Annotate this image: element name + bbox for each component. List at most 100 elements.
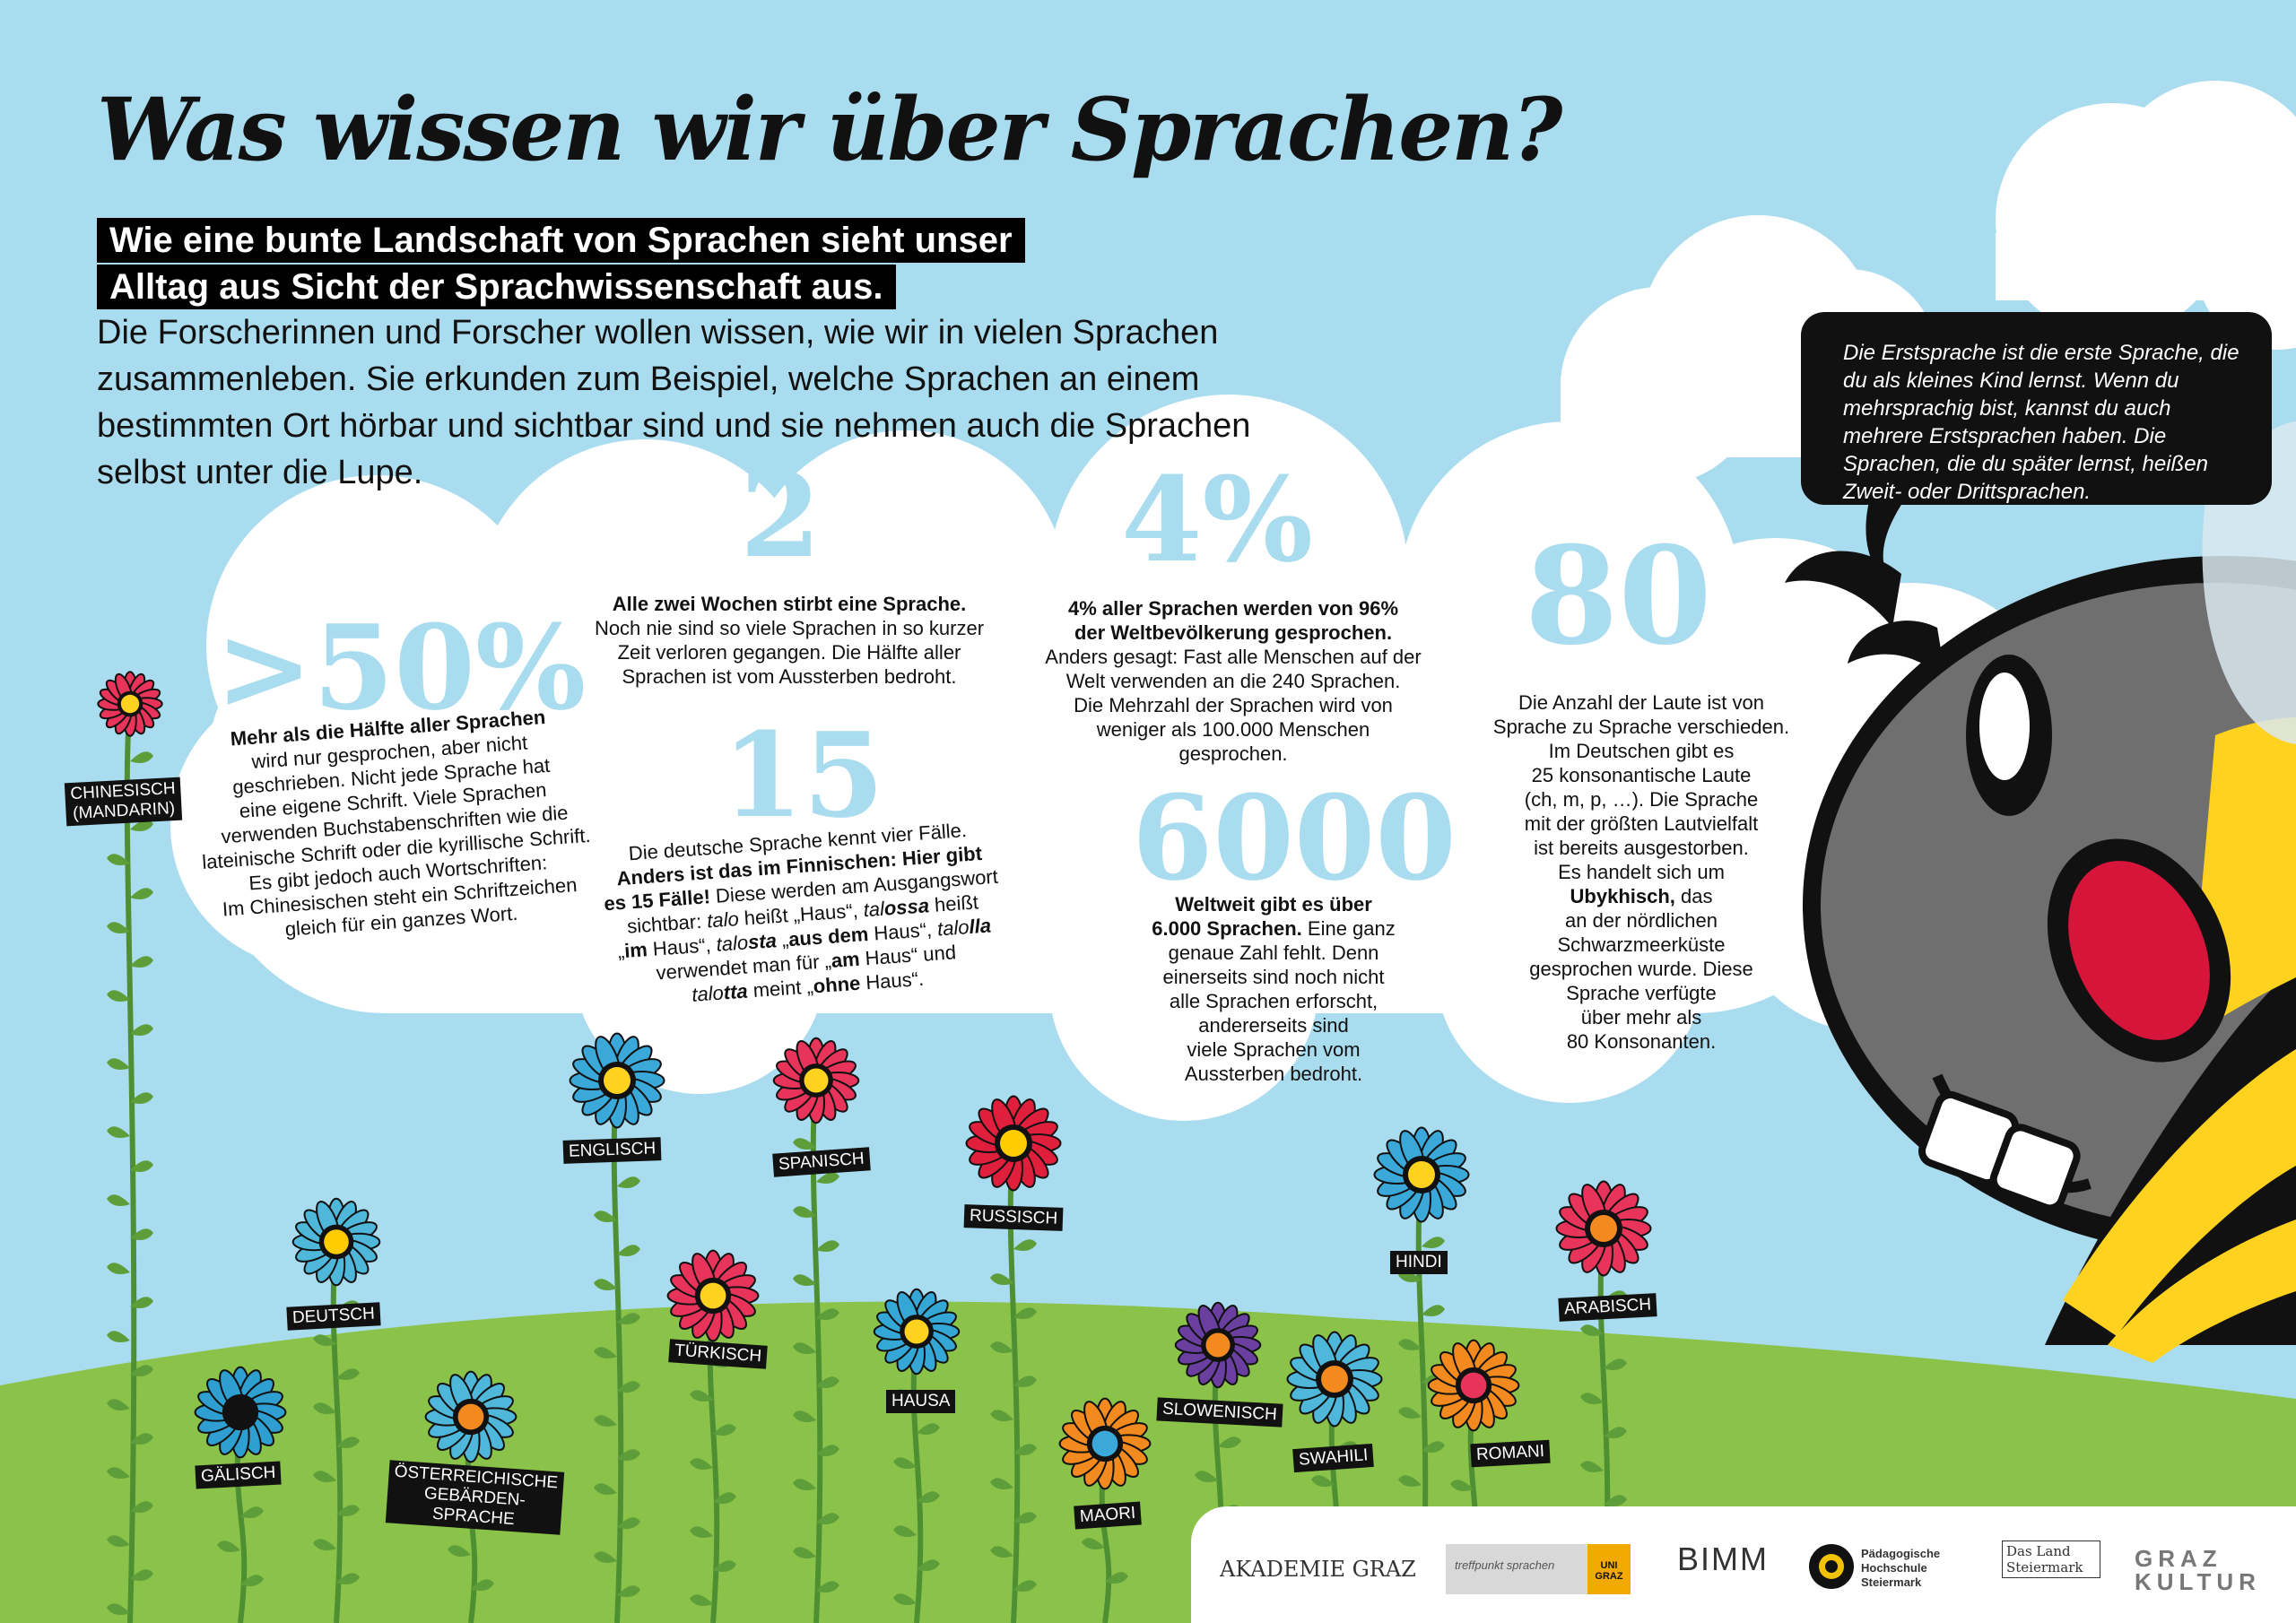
flower-center <box>1091 1430 1118 1457</box>
flower-leaf <box>130 820 153 831</box>
logo-graz-kultur: GRAZ KULTUR <box>2135 1545 2261 1595</box>
flower-label: RUSSISCH <box>963 1204 1064 1231</box>
fact-80: Die Anzahl der Laute ist von Sprache zu S… <box>1492 691 1790 1053</box>
flower-leaf <box>1105 1572 1128 1584</box>
flower-leaf <box>1604 1358 1627 1370</box>
flower-leaf <box>1311 1475 1335 1487</box>
subtitle-line-2: Alltag aus Sicht der Sprachwissenschaft … <box>97 265 896 309</box>
flower-leaf <box>107 1603 130 1615</box>
flower-1 <box>291 1197 381 1623</box>
flower-leaf <box>793 1410 816 1422</box>
flower-leaf <box>1195 1471 1218 1482</box>
flower-leaf <box>107 922 130 933</box>
flower-0 <box>97 671 163 1623</box>
bee-illustration <box>1785 421 2296 1363</box>
flower-leaf <box>1013 1580 1037 1592</box>
flower-5 <box>666 1249 760 1623</box>
flower-13 <box>1427 1339 1520 1623</box>
flower-leaf <box>336 1505 360 1516</box>
flower-center <box>1408 1161 1435 1188</box>
flower-label: GÄLISCH <box>195 1461 283 1489</box>
logo-bimm: BIMM <box>1677 1541 1769 1577</box>
flower-leaf <box>130 1569 153 1581</box>
flower-leaf <box>107 1263 130 1274</box>
flower-label: DEUTSCH <box>286 1302 381 1331</box>
flower-label: HAUSA <box>886 1390 956 1413</box>
logo-uni-graz: UNI GRAZ <box>1595 1560 1623 1582</box>
flower-leaf <box>594 1347 617 1358</box>
flower-leaf <box>1013 1376 1037 1387</box>
logo-land-steiermark: Das Land Steiermark <box>2002 1541 2100 1578</box>
flower-stem <box>910 1331 924 1623</box>
flower-leaf <box>990 1341 1013 1353</box>
flower-stem <box>611 1080 624 1623</box>
logo-ph-icon <box>1809 1544 1854 1589</box>
flower-center <box>227 1399 254 1426</box>
flower-leaf <box>690 1458 713 1470</box>
flower-leaf <box>990 1546 1013 1558</box>
flower-leaf <box>617 1245 640 1256</box>
flower-leaf <box>990 1273 1013 1285</box>
flower-leaf <box>336 1573 360 1584</box>
logo-footer <box>1191 1506 2296 1623</box>
flower-leaf <box>107 990 130 1002</box>
flower-center <box>324 1229 349 1254</box>
flower-leaf <box>130 888 153 899</box>
flower-leaf <box>336 1436 360 1448</box>
flower-leaf <box>1398 1407 1422 1419</box>
flower-leaf <box>130 956 153 968</box>
flower-leaf <box>594 1211 617 1222</box>
flower-center <box>1000 1130 1027 1157</box>
speech-bubble <box>1801 312 2272 505</box>
flower-leaf <box>1580 1324 1604 1336</box>
fact-4-percent: 4% aller Sprachen werden von 96% der Welt… <box>1045 597 1422 765</box>
flower-6 <box>772 1037 860 1623</box>
flower-label: MAORI <box>1074 1501 1143 1530</box>
flower-leaf <box>130 751 153 763</box>
flower-leaf <box>617 1517 640 1529</box>
flower-leaf <box>240 1506 264 1518</box>
number-15: 15 <box>722 707 884 844</box>
flower-leaf <box>917 1559 940 1571</box>
flower-leaf <box>313 1402 336 1414</box>
flower-leaf <box>690 1390 713 1402</box>
flower-leaf <box>816 1376 839 1388</box>
flower-leaf <box>1450 1480 1474 1491</box>
flower-leaf <box>1218 1436 1241 1448</box>
flower-leaf <box>893 1593 917 1605</box>
flower-label: CHINESISCH (MANDARIN) <box>64 777 183 827</box>
flower-leaf <box>1082 1538 1105 1549</box>
flower-leaf <box>713 1492 736 1504</box>
flower-leaf <box>617 1449 640 1461</box>
flower-leaf <box>313 1334 336 1346</box>
flower-center <box>804 1068 829 1093</box>
flower-leaf <box>1422 1237 1445 1248</box>
flower-leaf <box>690 1526 713 1538</box>
flower-leaf <box>617 1313 640 1324</box>
flower-leaf <box>793 1479 816 1490</box>
flower-center <box>904 1319 929 1344</box>
flower-leaf <box>1580 1461 1604 1472</box>
intro-paragraph: Die Forscherinnen und Forscher wollen wi… <box>97 314 1251 491</box>
flower-leaf <box>990 1410 1013 1421</box>
flower-leaf <box>793 1138 816 1150</box>
flower-center <box>604 1067 631 1094</box>
flower-leaf <box>448 1545 471 1557</box>
speech-bubble-text: Die Erstsprache ist die erste Sprache, d… <box>1843 341 2239 504</box>
subtitle-line-1: Wie eine bunte Landschaft von Sprachen s… <box>97 218 1025 263</box>
flower-center <box>120 694 140 714</box>
flower-leaf <box>107 1126 130 1138</box>
flower-leaf <box>313 1539 336 1550</box>
flower-12 <box>1373 1126 1470 1623</box>
flower-11 <box>1286 1331 1383 1623</box>
flower-leaf <box>1604 1495 1627 1506</box>
fact-2: Alle zwei Wochen stirbt eine Sprache. Noc… <box>594 593 985 688</box>
flower-leaf <box>313 1471 336 1482</box>
flower-leaf <box>594 1551 617 1563</box>
flower-leaf <box>816 1172 839 1184</box>
number-2: 2 <box>740 447 822 584</box>
flower-leaf <box>1013 1307 1037 1319</box>
flower-leaf <box>1398 1339 1422 1350</box>
flower-leaf <box>1580 1393 1604 1404</box>
flower-2 <box>194 1366 287 1623</box>
